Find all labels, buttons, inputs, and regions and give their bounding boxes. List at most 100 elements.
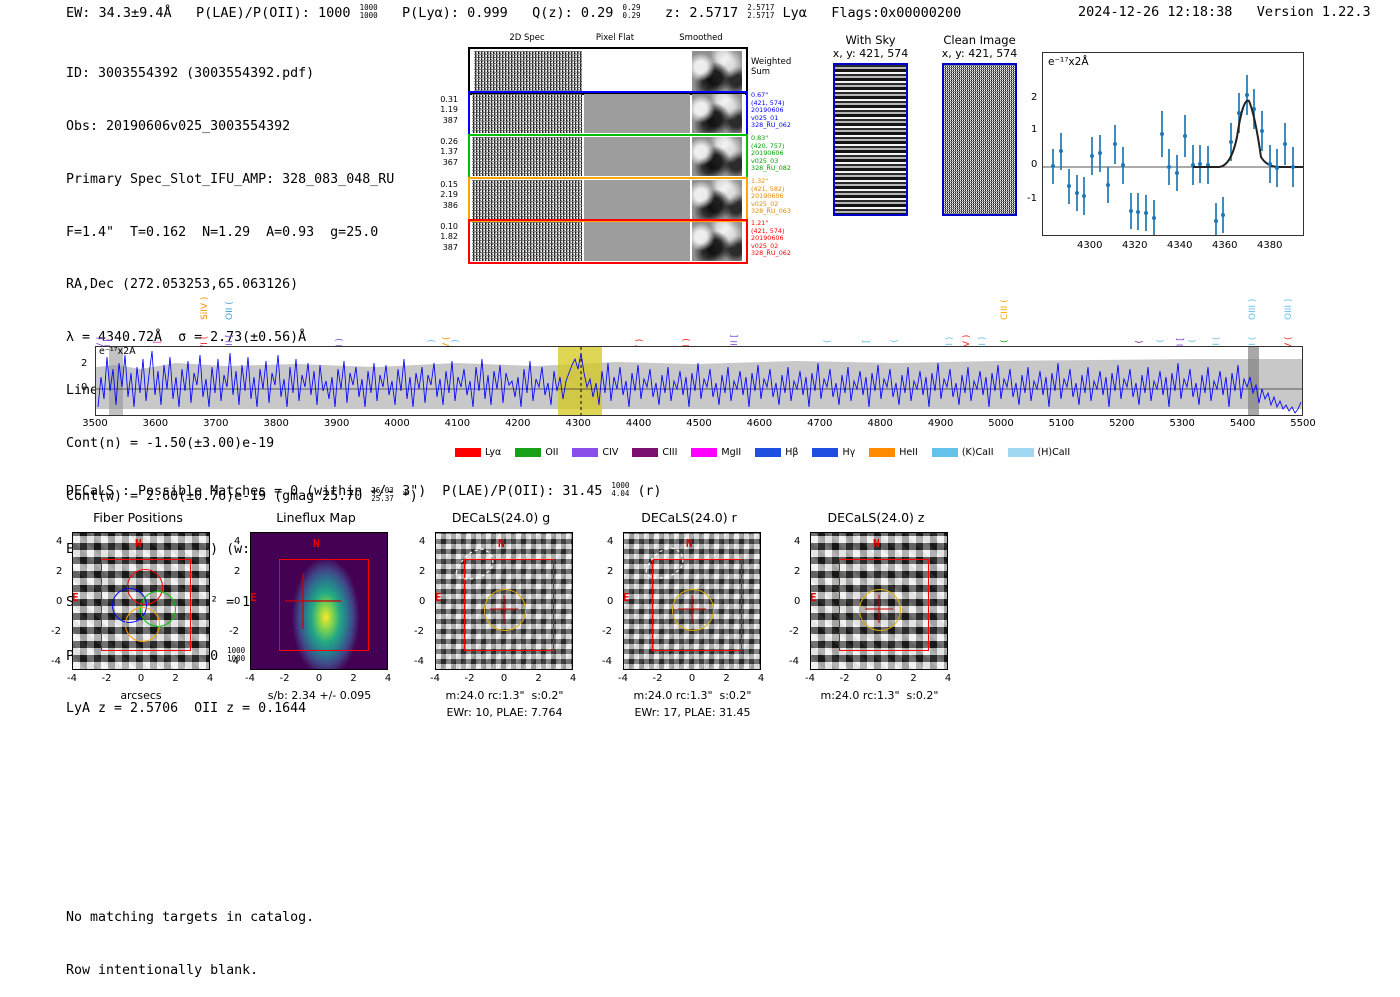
- spectrum-xtick-0: 3500: [82, 418, 108, 429]
- decals-z-red-box: [839, 559, 929, 651]
- decals-r-ytick-0: 0: [607, 596, 614, 607]
- decals-r-image: N E: [623, 532, 761, 670]
- legend-item-2: CIV: [572, 442, 618, 461]
- decals-g-ytick-m2: -2: [414, 626, 424, 637]
- header-summary-text-3: z: 2.5717: [640, 4, 747, 21]
- legend-item-4: MgII: [691, 442, 741, 461]
- lineplot-xtick-0: 4300: [1077, 240, 1103, 251]
- lineflux-ytick-0: 0: [234, 596, 241, 607]
- decals-g-north-label: N: [498, 537, 505, 550]
- z-fraction: 2.5717 2.5717: [747, 3, 775, 20]
- header-summary: EW: 34.3±9.4Å P(LAE)/P(OII): 1000 1000 10…: [66, 4, 961, 21]
- decals-r-crosshair: [645, 547, 706, 623]
- decals-z-ytick-m4: -4: [789, 656, 799, 667]
- cutout-0-xtick-1: -2: [101, 673, 112, 684]
- decals-g-ytick-2: 2: [419, 566, 426, 577]
- twod-spec-panel: 2D Spec Pixel Flat Smoothed Weighted Sum…: [440, 33, 791, 264]
- decals-z-ytick-0: 0: [794, 596, 801, 607]
- decals-g-east-label: E: [435, 591, 442, 604]
- cutout-1-xtick-1: -2: [279, 673, 290, 684]
- decals-z-crosshair: [865, 595, 893, 623]
- weighted-sum-row: [468, 47, 748, 95]
- lineflux-caption: s/b: 2.34 +/- 0.095: [267, 689, 372, 702]
- info-line-lambda: λ = 4340.72Å σ = 2.73(±0.56)Å: [66, 330, 307, 346]
- decals-z-image: N E: [810, 532, 948, 670]
- lineplot-ytick-2: 2: [1031, 92, 1038, 103]
- cutout-3-xtick-1: -2: [652, 673, 663, 684]
- lineflux-north-label: N: [313, 537, 320, 550]
- cont-w-post: *): [393, 489, 418, 505]
- legend-label-5: Hβ: [785, 447, 799, 458]
- twod-row-0: [468, 91, 748, 136]
- spectrum-ytick-2: 2: [81, 358, 88, 369]
- twod-row-3: [468, 219, 748, 264]
- gmag-fraction: 26.03 25.37: [371, 486, 394, 504]
- cutout-1-xtick-0: -4: [245, 673, 255, 684]
- spectrum-xtick-8: 4300: [565, 418, 591, 429]
- cutout-1-xtick-3: 2: [350, 673, 357, 684]
- twod-col-title-2: Smoothed: [679, 33, 723, 43]
- spectrum-xtick-13: 4800: [867, 418, 893, 429]
- legend-item-9: (H)CaII: [1007, 442, 1070, 461]
- legend-swatch-6: [812, 448, 839, 457]
- decals-r-red-box: [652, 559, 742, 651]
- legend-swatch-2: [572, 448, 599, 457]
- spectrum-xtick-19: 5400: [1229, 418, 1256, 429]
- fiber-positions-image: N E: [72, 532, 210, 670]
- info-line-redshifts: LyA z = 2.5706 OII z = 0.1644: [66, 701, 307, 717]
- full-spectrum-panel: SiII [CIV (CII [OVI (SiIV )HeII [OII (Si…: [81, 270, 1316, 429]
- cutout-4-xtick-3: 2: [910, 673, 917, 684]
- lineplot-ytick-m1: -1: [1027, 193, 1037, 204]
- twod-row-side-0: 0.67" (421, 574) 20190606 v025_01 328_RU…: [751, 91, 791, 130]
- lineplot-xtick-1: 4320: [1122, 240, 1148, 251]
- cont-w-pre: Cont(w) = 2.60(±0.76)e-19 (gmag 25.70: [66, 489, 371, 505]
- legend-item-7: HeII: [869, 442, 918, 461]
- spectrum-plot-box: e⁻¹⁷x2Å: [95, 346, 1303, 416]
- cutout-4-xtick-1: -2: [839, 673, 850, 684]
- spectrum-xtick-14: 4900: [927, 418, 954, 429]
- line-profile-right-svg: [1268, 123, 1295, 187]
- emission-line-labels: SiII [CIV (CII [OVI (SiIV )HeII [OII (Si…: [95, 270, 1303, 358]
- legend-item-1: OII: [515, 442, 558, 461]
- decals-r-caption-1: m:24.0 rc:1.3" s:0.2": [633, 689, 752, 702]
- spectrum-legend: Lyα OII CIV CIII MgII Hβ Hγ HeII (K)CaII (H)CaII: [455, 442, 1070, 458]
- lineflux-xticks: -4 -2 0 2 4: [245, 673, 391, 687]
- with-sky-coords: x, y: 421, 574: [832, 47, 909, 60]
- decals-r-aperture: [672, 589, 714, 631]
- decals-r-ytick-4: 4: [607, 536, 614, 547]
- spectrum-xtick-15: 5000: [988, 418, 1014, 429]
- emission-label-6: OII (: [225, 301, 235, 320]
- footer-line-2: Row intentionally blank.: [66, 962, 259, 978]
- clean-image-pixels: [942, 63, 1017, 216]
- decals-r-ytick-m2: -2: [602, 626, 612, 637]
- decals-g-aperture: [484, 589, 526, 631]
- legend-swatch-1: [515, 448, 542, 457]
- fiber-ytick-2: 2: [56, 566, 63, 577]
- clean-image-cutout: Clean Image x, y: 421, 574: [927, 33, 1032, 216]
- legend-label-6: Hγ: [842, 447, 856, 458]
- emission-label-30: OIII ): [1284, 298, 1294, 320]
- clean-image-coords: x, y: 421, 574: [941, 47, 1018, 60]
- cutout-panel-decals-g: DECaLS(24.0) g N E 4 2 0 -2 -4 -4 -2 0 2 4 m…: [414, 510, 625, 719]
- lineflux-map-image: N E: [250, 532, 388, 670]
- twod-row-side-2: 1.32" (421, 582) 20190606 v025_02 328_RU…: [751, 177, 791, 216]
- decals-r-xticks: -4 -2 0 2 4: [618, 673, 764, 687]
- plae-fraction-2: 1000 1000: [227, 645, 246, 663]
- twod-row-nums-0: 0.31 1.19 387: [440, 95, 458, 125]
- cutout-3-xtick-0: -4: [618, 673, 628, 684]
- cutout-panel-lineflux-map: Lineflux Map N E 4 2 0 -2 -4 -4 -2 0 2 4 s/b…: [229, 510, 440, 702]
- fiber-caption: arcsecs: [120, 689, 162, 702]
- cutout-2-xtick-2: 0: [500, 673, 508, 684]
- cutout-panel-fiber-positions: Fiber Positions N E 4 2 0 -2 -4 -4 -2 0 2 4 …: [51, 510, 262, 702]
- spectrum-xtick-9: 4400: [625, 418, 652, 429]
- legend-item-6: Hγ: [812, 442, 855, 461]
- spectrum-xtick-4: 3900: [323, 418, 350, 429]
- twod-row-nums-3: 0.10 1.82 387: [440, 222, 458, 252]
- line-profile-unit-label: e⁻¹⁷x2Å: [1048, 56, 1089, 68]
- footer-line-1: No matching targets in catalog.: [66, 910, 315, 926]
- legend-label-0: Lyα: [485, 447, 502, 458]
- header-summary-text: EW: 34.3±9.4Å P(LAE)/P(OII): 1000: [66, 4, 359, 21]
- decals-g-caption-2: EWr: 10, PLAE: 7.764: [446, 706, 563, 719]
- with-sky-cutout: With Sky x, y: 421, 574: [823, 33, 918, 216]
- fiber-circle-orange: [125, 607, 160, 642]
